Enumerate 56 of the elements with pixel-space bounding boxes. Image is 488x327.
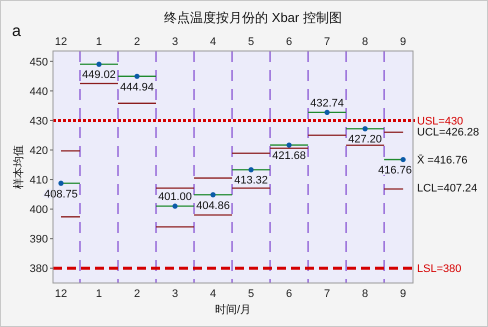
x-tick-label: 9: [400, 36, 406, 48]
ref-line-label: LSL=380: [417, 263, 462, 276]
y-tick-label: 390: [30, 234, 48, 246]
category-label: 12: [54, 288, 68, 300]
category-label: 6: [286, 288, 292, 300]
category-label: 1: [96, 288, 102, 300]
point: [400, 156, 406, 162]
data-label: 401.00: [158, 191, 192, 204]
x-tick-label: 8: [362, 36, 368, 48]
category-label: 2: [134, 288, 140, 300]
chart-title: 终点温度按月份的 Xbar 控制图: [164, 10, 342, 25]
data-label: 408.75: [44, 188, 78, 200]
data-label: 444.94: [120, 81, 154, 94]
point: [324, 110, 330, 115]
y-axis-title: 样本均值: [12, 145, 25, 189]
data-label: 421.68: [272, 150, 306, 162]
data-label: 449.02: [82, 69, 116, 82]
point: [172, 204, 178, 209]
x-tick-label: 4: [210, 36, 216, 48]
category-label: 8: [362, 288, 368, 300]
x-tick-label: 6: [286, 36, 292, 48]
y-tick-label: 420: [30, 145, 48, 158]
category-label: 3: [172, 288, 178, 300]
category-label: 4: [210, 288, 216, 300]
point: [58, 180, 64, 186]
data-label: 413.32: [234, 174, 268, 187]
y-tick-label: 440: [30, 86, 48, 98]
text: a: [12, 23, 21, 40]
x-tick-label: 3: [172, 36, 178, 48]
annotation: UCL=426.28: [417, 126, 480, 138]
data-label: 404.86: [196, 200, 230, 212]
category-label: 7: [324, 288, 330, 300]
category-label: 9: [400, 288, 406, 300]
point: [248, 167, 254, 172]
y-tick-label: 410: [30, 174, 48, 187]
x-tick-label: 1: [96, 36, 102, 48]
y-tick-label: 430: [30, 115, 48, 128]
x-tick-label: 12: [54, 36, 68, 48]
data-label: 427.20: [348, 134, 382, 146]
y-tick-label: 400: [30, 204, 48, 216]
x-tick-label: 5: [248, 36, 254, 48]
category-label: 5: [248, 288, 254, 300]
point: [210, 192, 216, 198]
x-axis-title: 时间/月: [214, 303, 252, 316]
ref-line-label: USL=430: [417, 115, 464, 128]
annotation: LCL=407.24: [417, 182, 478, 195]
y-tick-label: 450: [30, 56, 48, 68]
annotation: X̄ =416.76: [417, 154, 468, 167]
point: [96, 62, 102, 67]
x-tick-label: 7: [324, 36, 330, 48]
x-tick-label: 2: [134, 36, 140, 48]
data-label: 432.74: [310, 97, 344, 110]
point: [286, 142, 292, 148]
point: [362, 126, 368, 132]
point: [134, 74, 140, 79]
y-tick-label: 380: [30, 263, 48, 276]
